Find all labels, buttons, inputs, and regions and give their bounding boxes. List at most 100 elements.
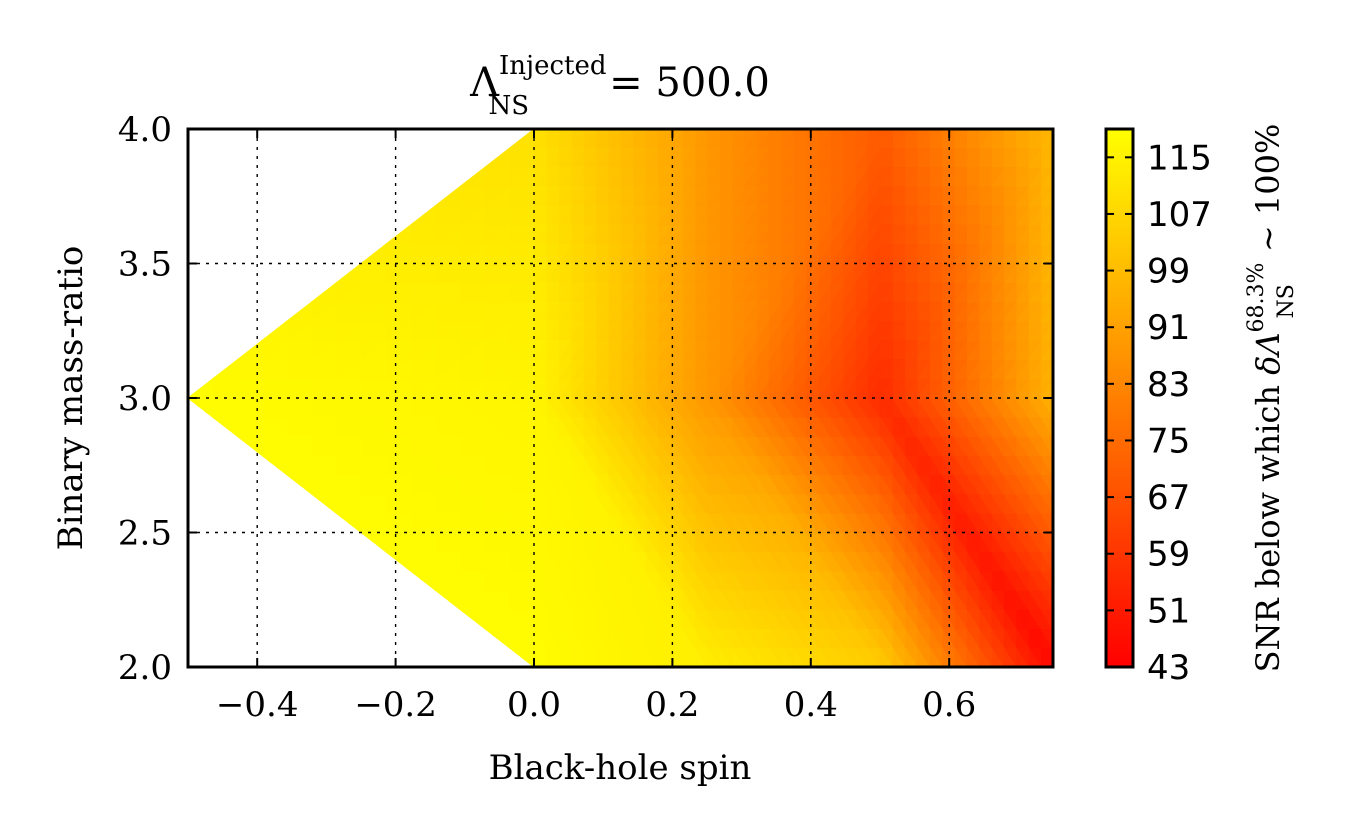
heatmap-cell	[188, 378, 214, 399]
heatmap-cell	[533, 647, 547, 667]
heatmap-cell	[830, 186, 844, 207]
heatmap-cell	[582, 301, 597, 322]
colorbar-ticks: 43 51 59 67 75 83 91 99 107 115	[1106, 138, 1212, 688]
title-superscript: Injected	[499, 51, 607, 81]
heatmap-cell	[385, 224, 411, 245]
heatmap-cell	[261, 320, 288, 341]
heatmap-cell	[1015, 166, 1029, 188]
heatmap-cell	[879, 263, 893, 284]
heatmap-cell	[545, 359, 560, 380]
heatmap-cell	[879, 474, 893, 495]
heatmap-cell	[793, 243, 807, 264]
heatmap-cell	[879, 282, 893, 303]
heatmap-cell	[533, 166, 547, 188]
x-axis-label: Black-hole spin	[489, 748, 752, 788]
heatmap-triangle	[706, 129, 881, 399]
heatmap-cell	[706, 301, 720, 322]
heatmap-cell	[533, 532, 547, 553]
heatmap-triangle	[879, 397, 1053, 667]
heatmap-triangle	[879, 129, 1053, 399]
heatmap-cell	[570, 320, 584, 341]
heatmap-cell	[706, 435, 720, 457]
heatmap-cell	[879, 147, 893, 168]
title-value: = 500.0	[609, 60, 770, 106]
heatmap-cell	[484, 147, 510, 168]
colorbar-label-superscript: 68.3%	[1244, 263, 1269, 333]
colorbar-tick-label: 83	[1147, 365, 1190, 405]
heatmap-cell	[904, 339, 918, 361]
heatmap-cell	[879, 608, 893, 630]
heatmap-cell	[261, 455, 288, 476]
heatmap-cell	[879, 570, 893, 591]
x-tick-label: −0.4	[216, 685, 299, 725]
y-tick-label: 3.5	[118, 245, 172, 285]
heatmap-cell	[335, 512, 362, 533]
heatmap-cell	[706, 416, 720, 437]
heatmap-cell	[706, 532, 720, 553]
heatmap-cell	[879, 301, 893, 322]
heatmap-cell	[236, 339, 263, 361]
heatmap-cell	[718, 359, 733, 380]
heatmap-cell	[508, 647, 535, 667]
colorbar-tick-label: 43	[1147, 648, 1190, 688]
heatmap-cell	[706, 243, 720, 264]
heatmap-cell	[188, 397, 214, 418]
heatmap-cell	[286, 301, 313, 322]
heatmap-cell	[879, 243, 893, 264]
heatmap-cell	[236, 435, 263, 457]
heatmap-cell	[706, 608, 720, 630]
y-axis-label: Binary mass-ratio	[51, 246, 91, 551]
heatmap-cell	[533, 320, 547, 341]
heatmap-cell	[533, 205, 547, 226]
heatmap-triangle	[188, 129, 535, 399]
heatmap-cell	[669, 166, 683, 188]
heatmap-cell	[607, 263, 621, 284]
heatmap-cell	[706, 589, 720, 610]
heatmap-cell	[854, 147, 869, 168]
heatmap-cell	[879, 339, 893, 361]
heatmap-cell	[879, 589, 893, 610]
title-symbol: Λ	[469, 60, 500, 106]
heatmap-cell	[311, 282, 337, 303]
colorbar-label: SNR below which δΛ68.3% NS ∼ 100%	[1244, 124, 1299, 673]
colorbar-tick-label: 107	[1147, 195, 1212, 235]
x-tick-label: 0.0	[507, 685, 561, 725]
heatmap-cell	[805, 224, 819, 245]
y-tick-label: 2.5	[118, 514, 172, 554]
colorbar-tick-label: 59	[1147, 535, 1190, 575]
heatmap-cell	[644, 205, 659, 226]
heatmap-cell	[558, 339, 572, 361]
heatmap-cell	[879, 628, 893, 649]
x-tick-label: 0.6	[922, 685, 976, 725]
heatmap-cell	[706, 147, 720, 168]
heatmap-cell	[620, 243, 634, 264]
heatmap-cell	[212, 416, 238, 437]
heatmap-cell	[434, 589, 461, 610]
x-tick-label: 0.2	[645, 685, 699, 725]
colorbar-gradient	[1106, 129, 1133, 667]
colorbar-label-suffix: ∼ 100%	[1249, 124, 1287, 263]
heatmap-cell	[706, 647, 720, 667]
heatmap-cell	[706, 186, 720, 207]
heatmap-cell	[879, 435, 893, 457]
heatmap-cell	[706, 455, 720, 476]
heatmap-cell	[706, 359, 720, 380]
heatmap-cell	[484, 628, 510, 649]
heatmap-cell	[706, 493, 720, 514]
heatmap-cell	[978, 224, 992, 245]
heatmap-cell	[879, 512, 893, 533]
heatmap-cell	[780, 263, 794, 284]
heatmap-cell	[879, 455, 893, 476]
heatmap-cell	[706, 551, 720, 572]
heatmap-cell	[842, 166, 856, 188]
colorbar-label-symbol: δΛ	[1249, 332, 1287, 374]
heatmap-cell	[879, 532, 893, 553]
heatmap-cell	[879, 551, 893, 572]
colorbar-tick-label: 67	[1147, 478, 1190, 518]
heatmap-cell	[533, 224, 547, 245]
x-tick-label: −0.2	[354, 685, 437, 725]
heatmap-cell	[706, 282, 720, 303]
heatmap-cell	[706, 570, 720, 591]
heatmap-cell	[879, 378, 893, 399]
heatmap-triangle	[533, 129, 708, 399]
